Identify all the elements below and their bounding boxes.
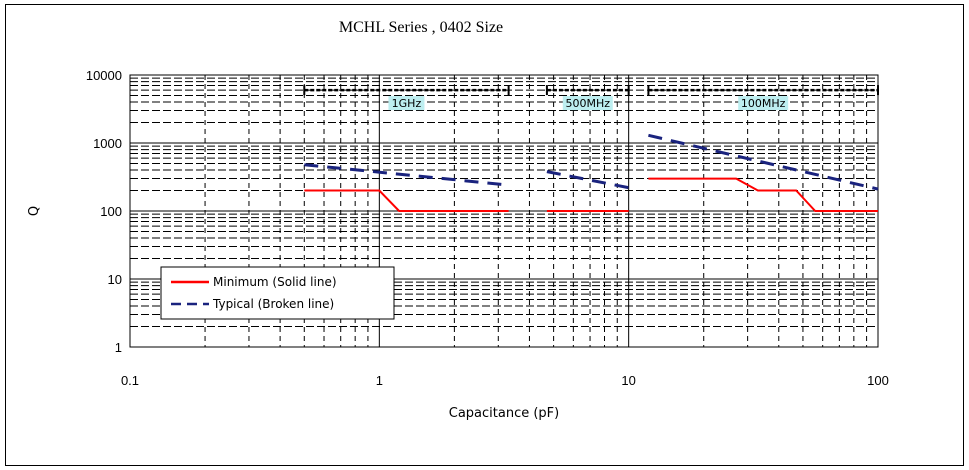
x-axis-label: Capacitance (pF)	[449, 406, 559, 421]
y-tick-label: 10000	[86, 68, 122, 83]
legend-box	[160, 266, 395, 320]
series-segment	[304, 189, 509, 212]
legend-label-minimum: Minimum (Solid line)	[213, 275, 337, 289]
band-label: 100MHz	[741, 97, 786, 110]
chart: MCHL Series , 0402 Size 1GHz 500MHz 100MHz…	[27, 19, 889, 421]
y-axis-label: Q	[27, 206, 42, 216]
band-label: 500MHz	[566, 97, 611, 110]
band-label-bg	[388, 96, 425, 111]
y-tick-label: 1000	[93, 136, 122, 151]
series-segment	[546, 170, 629, 190]
x-tick-label: 0.1	[121, 373, 139, 388]
frequency-band: 1GHz	[303, 85, 510, 111]
series-typical	[304, 133, 879, 191]
y-tick-label: 10	[108, 272, 122, 287]
legend: Minimum (Solid line) Typical (Broken lin…	[160, 266, 395, 320]
series-segment	[304, 163, 509, 187]
frequency-band: 500MHz	[545, 85, 630, 111]
series-minimum	[304, 177, 878, 212]
band-label-bg	[738, 96, 789, 111]
band-label: 1GHz	[392, 97, 422, 110]
series-lines	[304, 133, 879, 212]
x-tick-label: 1	[376, 373, 383, 388]
chart-title: MCHL Series , 0402 Size	[339, 19, 503, 36]
y-tick-label: 100	[100, 204, 122, 219]
tick-labels: 0.1 1 10 100 1 10 100 1000 10000	[86, 68, 889, 388]
legend-label-typical: Typical (Broken line)	[212, 297, 334, 311]
series-segment	[648, 133, 879, 191]
frequency-bands: 1GHz 500MHz 100MHz	[303, 85, 879, 111]
y-tick-label: 1	[115, 340, 122, 355]
x-tick-label: 10	[621, 373, 635, 388]
chart-frame: MCHL Series , 0402 Size 1GHz 500MHz 100MHz…	[5, 4, 964, 466]
band-label-bg	[562, 96, 613, 111]
frequency-band: 100MHz	[647, 85, 879, 111]
series-segment	[648, 177, 878, 212]
x-tick-label: 100	[867, 373, 889, 388]
